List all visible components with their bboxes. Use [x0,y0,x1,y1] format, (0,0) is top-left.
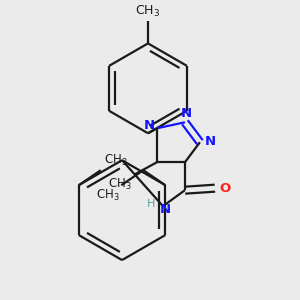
Text: H: H [147,199,155,209]
Text: CH$_3$: CH$_3$ [104,153,128,168]
Text: N: N [180,107,191,120]
Text: CH$_3$: CH$_3$ [135,4,161,20]
Text: O: O [219,182,230,195]
Text: N: N [143,119,155,132]
Text: CH$_3$: CH$_3$ [108,177,132,192]
Text: CH$_3$: CH$_3$ [96,188,119,203]
Text: N: N [204,135,215,148]
Text: N: N [159,202,170,216]
